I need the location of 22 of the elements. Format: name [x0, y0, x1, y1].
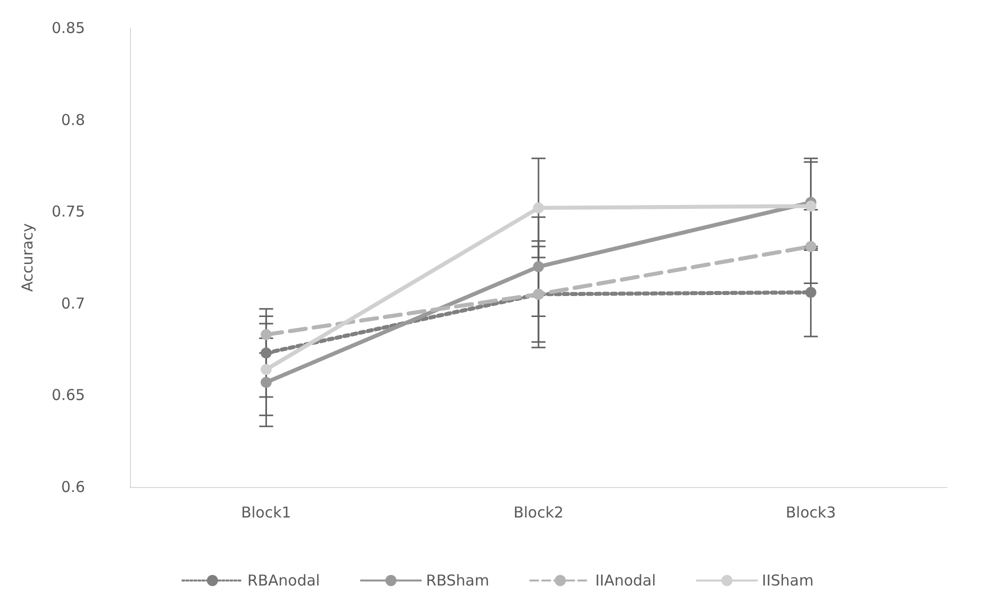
legend-label: IIAnodal [595, 572, 656, 590]
point [533, 202, 544, 214]
y-tick-label: 0.8 [61, 110, 85, 129]
x-tick-label: Block2 [513, 504, 564, 522]
point [805, 286, 816, 298]
y-tick-label: 0.85 [52, 19, 85, 37]
y-tick-label: 0.7 [61, 294, 85, 312]
y-tick-label: 0.75 [52, 202, 85, 221]
point [260, 347, 272, 358]
legend-label: IISham [762, 572, 814, 590]
point [260, 376, 272, 388]
y-tick-label: 0.6 [61, 478, 85, 496]
point [805, 240, 816, 252]
point [260, 364, 272, 375]
x-tick-label: Block1 [241, 504, 292, 522]
y-axis-title: Accuracy [18, 223, 36, 292]
legend-label: RBSham [426, 572, 490, 590]
legend-label: RBAnodal [247, 572, 320, 590]
x-tick-label: Block3 [786, 504, 836, 522]
point [805, 200, 816, 212]
y-tick-label: 0.65 [52, 386, 85, 404]
point [533, 261, 544, 272]
